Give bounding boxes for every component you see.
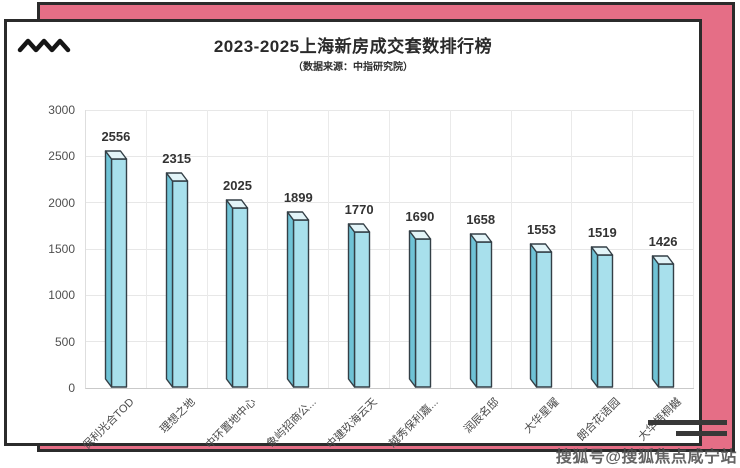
page-title: 2023-2025上海新房成交套数排行榜 <box>213 37 493 56</box>
bar-column: 1658 润辰名邸 <box>451 110 512 436</box>
bar <box>530 243 553 388</box>
y-tick-label: 500 <box>54 334 75 349</box>
chart-card: 2023-2025上海新房成交套数排行榜 （数据来源：中指研究院） 0 500 10… <box>4 19 702 452</box>
gridlines <box>86 109 694 388</box>
gridline <box>86 294 694 296</box>
bar <box>226 199 249 388</box>
bar-columns: 2556 保利光合TOD 2315 理想之地 2025 中环置地中心 1899 象屿招商公..… <box>81 110 694 452</box>
y-tick-label: 2500 <box>48 149 75 164</box>
bar-value-label: 1899 <box>283 190 313 205</box>
bar <box>408 230 432 388</box>
x-tick-label: 理想之地 <box>157 396 198 436</box>
bar-value-label: 1426 <box>648 234 678 249</box>
y-tick-label: 0 <box>68 381 75 395</box>
y-tick-label: 2000 <box>48 195 75 210</box>
x-tick-label: 越秀保利嘉... <box>386 396 441 450</box>
bar <box>104 150 128 388</box>
x-tick-label: 朗合花语园 <box>575 396 623 444</box>
gridline <box>86 341 694 343</box>
gridline <box>86 109 694 111</box>
bar-value-label: 1690 <box>405 209 435 224</box>
bar-value-label: 1658 <box>466 212 496 227</box>
double-line-decoration <box>676 431 727 436</box>
bar <box>165 172 188 388</box>
bar-value-label: 1553 <box>527 222 556 237</box>
x-tick-label: 大华星曜 <box>522 396 563 436</box>
double-line-decoration <box>648 420 727 425</box>
watermark-text: 搜狐号@搜狐焦点咸宁站 <box>555 449 737 466</box>
plot-area: 2556 保利光合TOD 2315 理想之地 2025 中环置地中心 1899 象屿招商公..… <box>81 109 694 452</box>
x-tick-label: 中环置地中心 <box>202 396 259 452</box>
gridline <box>86 155 694 157</box>
bar-column: 1690 越秀保利嘉... <box>387 110 451 450</box>
bar-value-label: 2025 <box>223 178 252 193</box>
y-tick-label: 1000 <box>48 288 75 303</box>
y-tick-label: 3000 <box>48 103 75 117</box>
gridline <box>86 248 694 250</box>
bar <box>591 246 614 388</box>
y-tick-label: 1500 <box>48 242 75 256</box>
gridline <box>86 202 694 204</box>
bar-value-label: 1770 <box>344 202 374 217</box>
x-tick-label: 润辰名邸 <box>461 396 502 436</box>
bar-value-label: 2556 <box>101 129 131 144</box>
bar-column: 1519 朗合花语园 <box>572 110 634 443</box>
bar-value-label: 2315 <box>162 151 192 166</box>
bar-value-label: 1519 <box>587 225 617 240</box>
bar-column: 2556 保利光合TOD <box>81 110 147 452</box>
y-axis: 0 500 1000 1500 2000 2500 3000 <box>13 103 75 395</box>
bar <box>469 233 492 388</box>
x-tick-label: 象屿招商公... <box>265 396 319 450</box>
bar-column: 1770 中建玖海云天 <box>325 110 390 451</box>
bar-column: 1899 象屿招商公... <box>265 110 330 450</box>
bar-column: 2315 理想之地 <box>147 110 208 436</box>
bar-column: 1426 大华梧桐樾 <box>633 110 694 443</box>
x-tick-label: 中建玖海云天 <box>324 396 380 452</box>
page-subtitle: （数据来源：中指研究院） <box>293 62 413 73</box>
bar <box>287 211 310 388</box>
zigzag-icon <box>17 38 71 53</box>
bar <box>651 255 675 388</box>
bar-column: 2025 中环置地中心 <box>203 110 269 451</box>
bar <box>347 223 371 388</box>
bar-column: 1553 大华星曜 <box>512 110 573 436</box>
x-tick-label: 保利光合TOD <box>80 396 137 453</box>
